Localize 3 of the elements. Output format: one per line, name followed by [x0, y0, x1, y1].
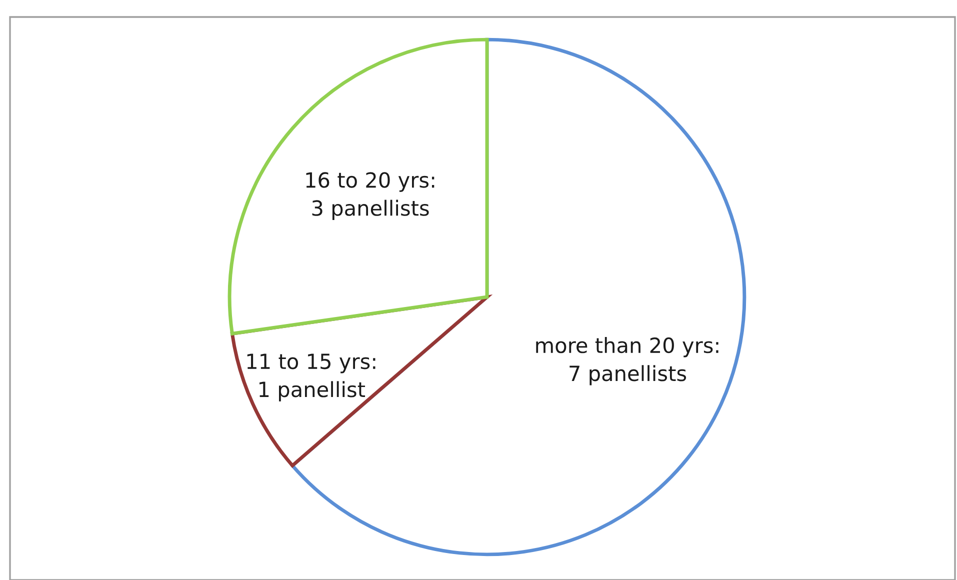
- slice-label: 16 to 20 yrs: 3 panellists: [306, 172, 434, 220]
- slice-label: more than 20 yrs: 7 panellists: [536, 337, 718, 386]
- slice-label: 11 to 15 yrs: 1 panellist: [247, 354, 376, 402]
